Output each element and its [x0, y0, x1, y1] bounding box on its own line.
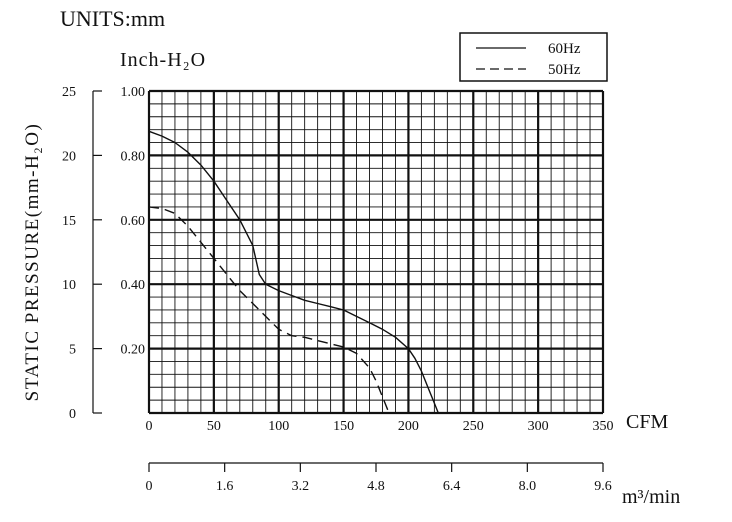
cfm-tick-label: 300 — [528, 419, 549, 434]
m3min-tick-label: 6.4 — [443, 479, 461, 494]
mm-tick-label: 0 — [69, 407, 76, 422]
cfm-tick-label: 200 — [398, 419, 419, 434]
m3min-axis: 0 1.6 3.2 4.8 6.4 8.0 9.6 — [146, 462, 612, 494]
cfm-tick-label: 0 — [146, 419, 153, 434]
y-axis-title: STATIC PRESSURE(mm-H₂O) — [22, 123, 43, 402]
curves — [148, 130, 439, 414]
mm-tick-label: 10 — [62, 278, 76, 293]
mm-tick-label: 5 — [69, 343, 76, 358]
cfm-tick-label: 250 — [463, 419, 484, 434]
m3min-unit-label: m³/min — [622, 486, 680, 508]
m3min-tick-label: 4.8 — [367, 479, 385, 494]
inch-tick-labels: 0.20 0.40 0.60 0.80 1.00 — [121, 85, 146, 358]
m3min-tick-label: 8.0 — [519, 479, 537, 494]
inch-tick-label: 0.40 — [121, 278, 146, 293]
m3min-tick-label: 0 — [146, 479, 153, 494]
m3min-tick-label: 9.6 — [594, 479, 612, 494]
cfm-tick-label: 150 — [333, 419, 354, 434]
mm-axis: 0 5 10 15 20 25 — [62, 85, 102, 422]
legend-label-60hz: 60Hz — [548, 41, 581, 57]
cfm-unit-label: CFM — [626, 411, 668, 433]
curve-50hz — [148, 206, 390, 414]
mm-tick-label: 25 — [62, 85, 76, 100]
inch-tick-label: 1.00 — [121, 85, 146, 100]
plot-grid — [147, 89, 605, 415]
inch-tick-label: 0.60 — [121, 214, 146, 229]
legend: 60Hz 50Hz — [459, 32, 608, 82]
m3min-tick-label: 3.2 — [292, 479, 310, 494]
cfm-tick-label: 350 — [593, 419, 614, 434]
mm-tick-label: 20 — [62, 149, 76, 164]
legend-label-50hz: 50Hz — [548, 62, 581, 78]
legend-box — [459, 32, 608, 82]
curve-60hz — [148, 130, 439, 414]
cfm-tick-labels: 0 50 100 150 200 250 300 350 — [146, 419, 614, 434]
mm-tick-label: 15 — [62, 214, 76, 229]
m3min-tick-label: 1.6 — [216, 479, 234, 494]
inch-tick-label: 0.20 — [121, 343, 146, 358]
inch-tick-label: 0.80 — [121, 149, 146, 164]
units-label: UNITS:mm — [60, 6, 165, 31]
cfm-tick-label: 100 — [268, 419, 289, 434]
cfm-tick-label: 50 — [207, 419, 221, 434]
inch-h2o-label: Inch-H₂O — [120, 49, 206, 71]
